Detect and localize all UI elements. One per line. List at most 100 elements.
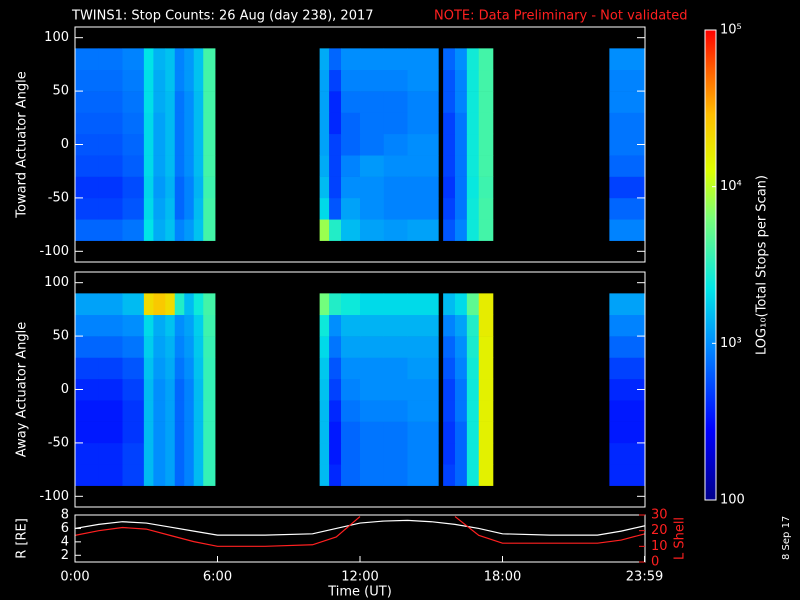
heatmap-cell [98, 421, 123, 444]
heatmap-cell [455, 293, 468, 316]
heatmap-cell [203, 91, 216, 113]
data-line [74, 519, 646, 536]
heatmap-cell [609, 69, 646, 92]
heatmap-cell [455, 197, 468, 220]
heatmap-cell [443, 69, 456, 92]
heatmap-cell [174, 197, 185, 220]
x-tick-label: 23:59 [626, 570, 663, 585]
heatmap-cell [407, 400, 439, 422]
y-axis-label: R [RE] [15, 518, 30, 559]
heatmap-cell [165, 219, 176, 241]
y2-tick-label: 10 [651, 539, 668, 554]
heatmap-cell [443, 442, 456, 465]
heatmap-cell [478, 69, 494, 92]
heatmap-cell [329, 112, 342, 135]
heatmap-cell [98, 155, 123, 177]
heatmap-cell [203, 442, 216, 465]
heatmap-cell [143, 197, 154, 220]
heatmap-cell [407, 357, 439, 380]
heatmap-cell [75, 421, 100, 444]
heatmap-cell [478, 400, 494, 422]
heatmap-cell [122, 400, 145, 422]
heatmap-cell [360, 293, 385, 316]
heatmap-cell [165, 314, 176, 337]
heatmap-cell [478, 91, 494, 113]
heatmap-cell [98, 314, 123, 337]
heatmap-cell [98, 400, 123, 422]
heatmap-cell [466, 91, 480, 113]
heatmap-cell [193, 378, 204, 401]
heatmap-cell [329, 155, 342, 177]
heatmap-cell [153, 197, 166, 220]
heatmap-cell [98, 219, 123, 241]
heatmap-cell [383, 91, 408, 113]
heatmap-cell [455, 442, 468, 465]
heatmap-cell [478, 133, 494, 156]
heatmap-cell [383, 314, 408, 337]
heatmap-cell [98, 91, 123, 113]
heatmap-cell [174, 314, 185, 337]
heatmap-cell [478, 155, 494, 177]
heatmap-cell [455, 421, 468, 444]
heatmap-cell [143, 219, 154, 241]
heatmap-cell [193, 69, 204, 92]
heatmap-cell [478, 293, 494, 316]
heatmap-cell [407, 176, 439, 199]
heatmap-cell [98, 112, 123, 135]
y-tick-label: 50 [52, 84, 69, 99]
heatmap-cell [193, 48, 204, 71]
heatmap-cell [174, 293, 185, 316]
heatmap-cell [165, 197, 176, 220]
heatmap-cell [75, 219, 100, 241]
heatmap-cell [443, 112, 456, 135]
heatmap-cell [383, 378, 408, 401]
heatmap-cell [153, 314, 166, 337]
heatmap-cell [193, 219, 204, 241]
heatmap-cell [319, 400, 330, 422]
heatmap-cell [174, 219, 185, 241]
y2-tick-label: 20 [651, 523, 668, 538]
heatmap-cell [122, 48, 145, 71]
heatmap-cell [319, 48, 330, 71]
heatmap-cell [329, 133, 342, 156]
heatmap-cell [75, 464, 100, 486]
heatmap-cell [341, 336, 361, 358]
heatmap-cell [203, 48, 216, 71]
heatmap-cell [319, 293, 330, 316]
heatmap-cell [478, 378, 494, 401]
heatmap-cell [165, 176, 176, 199]
heatmap-cell [75, 48, 100, 71]
heatmap-cell [153, 176, 166, 199]
heatmap-cell [455, 176, 468, 199]
heatmap-cell [383, 112, 408, 135]
heatmap-cell [143, 314, 154, 337]
heatmap-cell [184, 91, 195, 113]
heatmap-cell [193, 442, 204, 465]
chart-title: TWINS1: Stop Counts: 26 Aug (day 238), 2… [71, 9, 374, 24]
heatmap-cell [466, 197, 480, 220]
x-tick-label: 18:00 [484, 570, 521, 585]
heatmap-cell [319, 133, 330, 156]
x-tick-label: 12:00 [341, 570, 378, 585]
heatmap-cell [329, 91, 342, 113]
heatmap-cell [203, 112, 216, 135]
panel-frame [74, 514, 646, 563]
heatmap-cell [609, 91, 646, 113]
heatmap-cell [466, 464, 480, 486]
heatmap-cell [165, 336, 176, 358]
heatmap-cell [466, 112, 480, 135]
heatmap-cell [383, 400, 408, 422]
heatmap-cell [407, 336, 439, 358]
heatmap-cell [407, 133, 439, 156]
heatmap-cell [341, 219, 361, 241]
heatmap-cell [203, 155, 216, 177]
heatmap-cell [143, 336, 154, 358]
heatmap-cell [165, 69, 176, 92]
heatmap-cell [153, 69, 166, 92]
heatmap-cell [383, 48, 408, 71]
heatmap-cell [329, 464, 342, 486]
heatmap-cell [203, 176, 216, 199]
heatmap-cell [478, 197, 494, 220]
heatmap-cell [143, 464, 154, 486]
colorbar-tick-label: 10⁵ [720, 23, 742, 38]
